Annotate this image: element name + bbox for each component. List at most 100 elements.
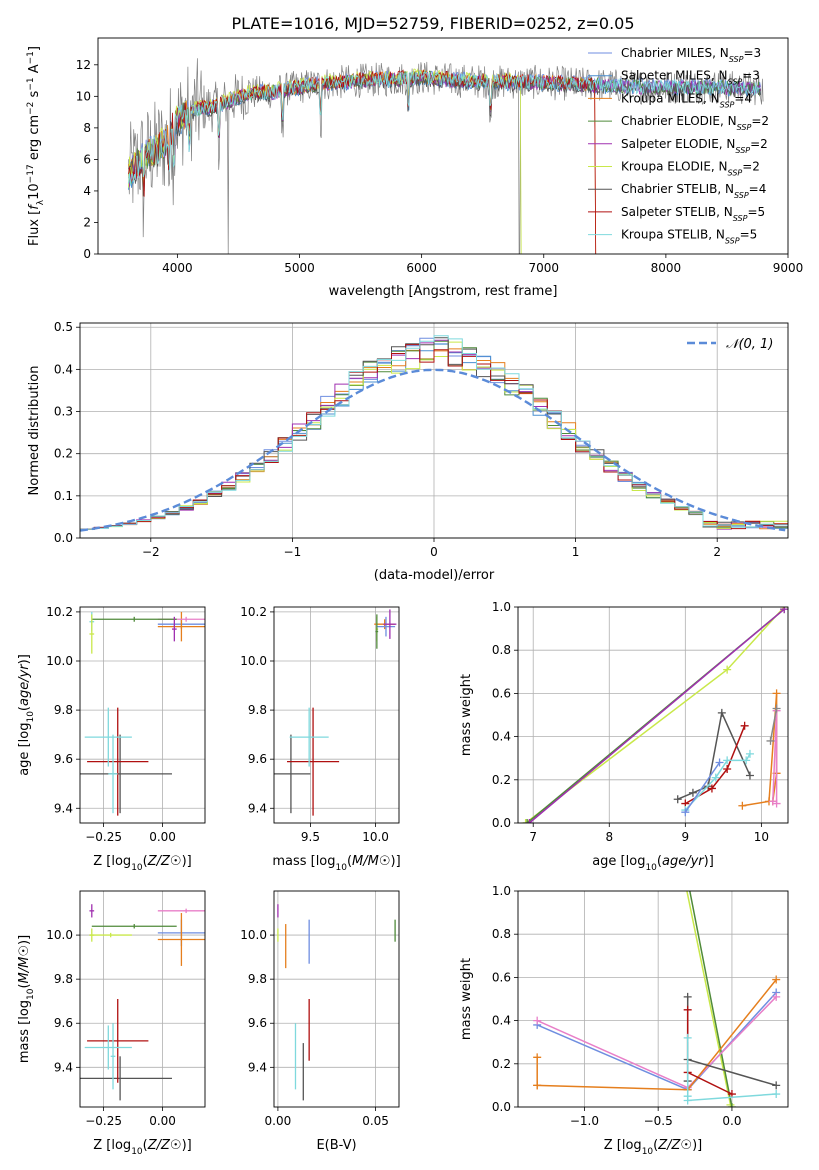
x-tick-label: 7 (529, 830, 537, 844)
y-tick-label: 10.2 (46, 605, 73, 619)
weight-series-marker (727, 1103, 736, 1107)
weight-series-marker (766, 736, 775, 745)
x-tick-label: 5000 (284, 261, 315, 275)
axes-frame (273, 890, 400, 1108)
legend-entry: Kroupa MILES, NSSP=4 (621, 91, 752, 109)
plot-area (521, 607, 788, 823)
weight-series-line (525, 607, 785, 823)
legend-entry: Chabrier ELODIE, NSSP=2 (621, 114, 769, 132)
y-tick-label: 2 (83, 215, 91, 229)
x-tick-label: 9.5 (301, 830, 320, 844)
x-axis-label: Z [log10(Z/Z☉)] (93, 1138, 191, 1157)
axes-frame (97, 37, 789, 255)
y-axis-label: age [log10(age/yr)] (17, 654, 36, 776)
weight-series-marker (688, 788, 697, 797)
plot-area (80, 904, 205, 1101)
x-tick-label: 10 (754, 830, 769, 844)
weight-series-marker (683, 1033, 692, 1042)
x-tick-label: 9 (682, 830, 690, 844)
x-tick-label: 0.00 (149, 1114, 176, 1128)
legend-entry: 𝒩(0, 1) (726, 337, 773, 352)
x-tick-label: 8 (605, 830, 613, 844)
y-tick-label: 9.6 (54, 1016, 73, 1030)
x-tick-label: −0.5 (644, 1114, 673, 1128)
x-tick-label: 0.00 (149, 830, 176, 844)
y-tick-label: 9.8 (54, 703, 73, 717)
y-tick-label: 0.0 (54, 531, 73, 545)
y-tick-label: 0.4 (492, 730, 511, 744)
x-axis-label: mass [log10(M/M☉)] (272, 854, 400, 873)
y-tick-label: 0.5 (54, 320, 73, 334)
y-tick-label: 1.0 (492, 884, 511, 898)
y-axis-label: Normed distribution (27, 366, 42, 496)
y-tick-label: 0.4 (492, 1014, 511, 1028)
legend-entry: Chabrier MILES, NSSP=3 (621, 46, 761, 64)
weight-series-marker (772, 1090, 781, 1099)
weight-series-marker (673, 795, 682, 804)
y-axis-label: mass [log10(M/M☉)] (17, 935, 36, 1063)
axes-frame (79, 890, 206, 1108)
weight-series-marker (533, 1081, 542, 1090)
weight-series-marker (772, 689, 781, 698)
y-tick-label: 0.2 (492, 773, 511, 787)
weight-series-marker (681, 876, 689, 884)
weight-series-marker (715, 758, 724, 767)
weight-series-marker (780, 607, 788, 614)
y-tick-label: 0.3 (54, 405, 73, 419)
age-vs-metallicity-panel: −0.25 0.00 9.4 9.6 9.8 10.0 10.2 Z [log10(Z/Z☉)… (17, 605, 206, 873)
model-spectrum-line (128, 70, 597, 254)
x-axis-label: age [log10(age/yr)] (592, 854, 714, 873)
x-tick-label: 0.05 (362, 1114, 389, 1128)
plot-area (277, 904, 396, 1101)
weight-series-marker (523, 819, 532, 823)
x-tick-label: 6000 (406, 261, 437, 275)
y-tick-label: 9.8 (54, 972, 73, 986)
model-spectrum-line (128, 69, 597, 254)
weight-series-marker (772, 799, 781, 808)
y-tick-label: 0.4 (54, 362, 73, 376)
axes-frame (273, 606, 400, 824)
weight-series-line (742, 693, 778, 807)
x-tick-label: −2 (142, 545, 160, 559)
legend-entry: Salpeter MILES, NSSP=3 (621, 69, 760, 87)
x-tick-label: 9000 (773, 261, 804, 275)
weight-series-marker (723, 665, 732, 674)
residual-histogram (80, 344, 788, 530)
weight-series-marker (745, 749, 754, 758)
y-tick-label: 0 (83, 247, 91, 261)
y-tick-label: 0.8 (492, 643, 511, 657)
y-tick-label: 10.0 (240, 654, 267, 668)
y-tick-label: 0.2 (54, 447, 73, 461)
plot-area (80, 335, 788, 532)
y-tick-label: 9.6 (248, 752, 267, 766)
weight-series-marker (745, 771, 754, 780)
x-axis-label: (data-model)/error (374, 568, 495, 583)
y-tick-label: 9.8 (248, 972, 267, 986)
y-tick-label: 0.0 (492, 816, 511, 830)
y-tick-label: 0.6 (492, 970, 511, 984)
weight-series-marker (681, 808, 690, 817)
axes-frame (79, 606, 206, 824)
residuals-panel: −2 −1 0 1 2 0.0 0.1 0.2 0.3 0.4 0.5 (data-model)/er… (27, 320, 789, 583)
legend-entry: Kroupa ELODIE, NSSP=2 (621, 160, 760, 178)
x-axis-label: E(B-V) (316, 1138, 356, 1153)
y-tick-label: 10 (76, 89, 91, 103)
y-tick-label: 9.4 (248, 1060, 267, 1074)
weight-series-marker (683, 1005, 692, 1014)
y-tick-label: 6 (83, 152, 91, 166)
weight-series-marker (772, 1081, 781, 1090)
normal-curve-line (80, 368, 786, 532)
weight-series-marker (723, 765, 732, 773)
y-tick-label: 10.0 (46, 654, 73, 668)
x-axis-label: Z [log10(Z/Z☉)] (604, 1138, 702, 1157)
x-tick-label: 0.0 (722, 1114, 741, 1128)
legend-entry: Chabrier STELIB, NSSP=4 (621, 182, 766, 200)
y-axis-label: mass weight (459, 958, 474, 1040)
weight-series-marker (742, 756, 751, 765)
y-tick-label: 1.0 (492, 600, 511, 614)
y-tick-label: 9.4 (248, 801, 267, 815)
weight-series-marker (740, 721, 749, 730)
weight-series-marker (707, 784, 716, 793)
y-tick-label: 9.6 (248, 1016, 267, 1030)
